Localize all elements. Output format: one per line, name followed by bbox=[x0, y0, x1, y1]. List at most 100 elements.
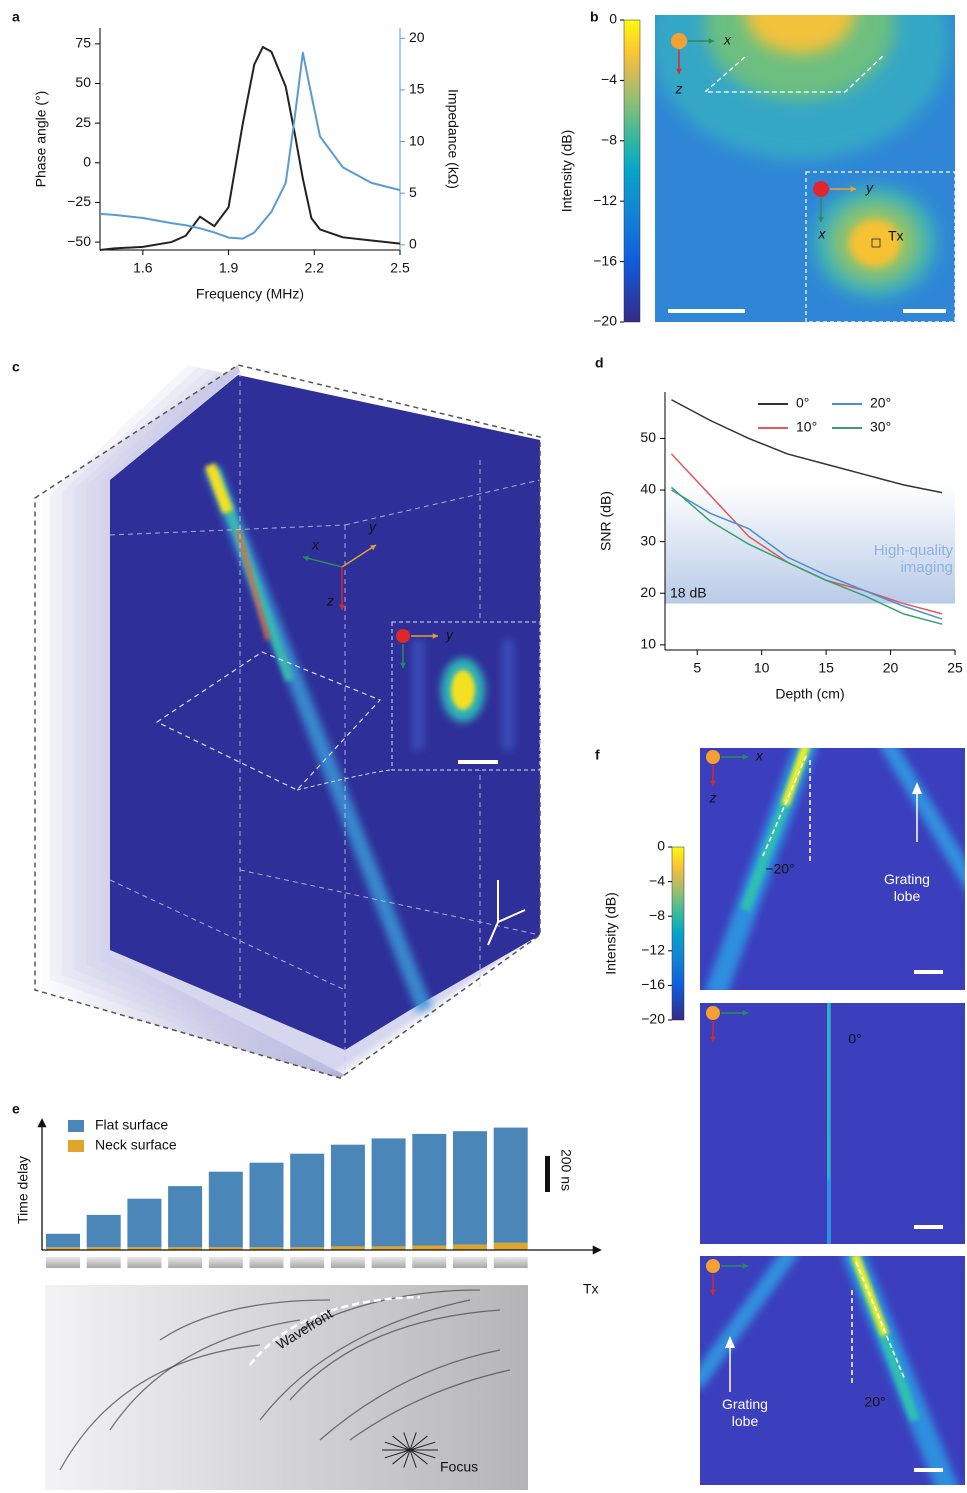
dashed-plane bbox=[155, 651, 382, 791]
panel-label: e bbox=[12, 1101, 20, 1117]
focus-ray bbox=[409, 1449, 436, 1459]
focus-ray bbox=[409, 1449, 428, 1465]
annotation: x bbox=[755, 748, 764, 764]
annotation: y bbox=[865, 180, 874, 196]
volume-body bbox=[110, 375, 540, 1050]
annotation: y bbox=[368, 519, 377, 535]
colorbar bbox=[671, 846, 685, 1021]
series-line bbox=[99, 46, 401, 251]
y2-tick-label: 15 bbox=[409, 81, 425, 97]
x-axis-label: Depth (cm) bbox=[775, 686, 844, 702]
bar-segment bbox=[371, 1138, 406, 1247]
bar-segment bbox=[168, 1247, 203, 1250]
scale-bar-label: 200 ns bbox=[558, 1149, 574, 1191]
legend-label: Flat surface bbox=[95, 1117, 168, 1133]
tx-element bbox=[86, 1257, 121, 1268]
tx-element bbox=[453, 1257, 487, 1268]
y2-tick-label: 0 bbox=[409, 236, 417, 252]
y-tick-label: 50 bbox=[640, 429, 656, 445]
wave-curve bbox=[289, 1309, 501, 1401]
annotation: Focus bbox=[440, 1459, 478, 1475]
bar-segment bbox=[208, 1171, 243, 1248]
axis-glyph-head bbox=[742, 754, 748, 760]
x-axis-label: Frequency (MHz) bbox=[196, 286, 304, 302]
colorbar-tick-label: −12 bbox=[641, 942, 665, 958]
panel-label: b bbox=[590, 9, 599, 25]
bar-segment bbox=[453, 1244, 487, 1250]
colorbar-tick-label: −8 bbox=[649, 907, 665, 923]
panel-label: d bbox=[595, 355, 604, 371]
dashed-plane bbox=[703, 54, 885, 93]
x-tick-label: 1.9 bbox=[219, 260, 239, 276]
threshold-label: 18 dB bbox=[670, 584, 707, 600]
bar-segment bbox=[249, 1247, 284, 1250]
wave-curve bbox=[259, 1299, 471, 1421]
dashed-edge bbox=[344, 479, 541, 526]
y-tick-label: 20 bbox=[640, 584, 656, 600]
annotation: z bbox=[326, 593, 334, 609]
beam bbox=[204, 463, 234, 514]
bar-segment bbox=[86, 1247, 121, 1250]
beam bbox=[700, 1256, 798, 1390]
bar-segment bbox=[46, 1247, 80, 1250]
axis-origin bbox=[706, 750, 720, 764]
tx-marker bbox=[871, 238, 881, 248]
bar-segment bbox=[249, 1162, 284, 1248]
x-tick-label: 2.5 bbox=[390, 260, 410, 276]
axis-glyph-head bbox=[339, 604, 345, 610]
bar-segment bbox=[127, 1247, 162, 1250]
axis-glyph-head bbox=[742, 1263, 748, 1269]
scale-axes bbox=[487, 921, 499, 946]
bar-segment bbox=[208, 1247, 243, 1250]
panel-label: f bbox=[595, 747, 600, 763]
heatmap-blobs bbox=[655, 15, 950, 160]
colorbar-tick-label: −16 bbox=[593, 252, 617, 268]
bar-segment bbox=[453, 1131, 487, 1245]
axis-origin bbox=[706, 1259, 720, 1273]
y-tick-label: 50 bbox=[75, 74, 91, 90]
wave-curve bbox=[109, 1319, 301, 1431]
axis-glyph-head bbox=[400, 662, 406, 668]
x-tick-label: 5 bbox=[693, 660, 701, 676]
panel-label: a bbox=[12, 9, 20, 25]
legend-label: 10° bbox=[796, 419, 817, 435]
bar-segment bbox=[290, 1153, 325, 1248]
tx-element bbox=[330, 1257, 365, 1268]
wave-curve bbox=[59, 1344, 261, 1471]
y-axis-label: Phase angle (°) bbox=[33, 91, 49, 188]
colorbar-tick-label: 0 bbox=[609, 11, 617, 27]
axis-origin bbox=[813, 181, 829, 197]
legend-swatch bbox=[68, 1120, 84, 1132]
colorbar-tick-label: −20 bbox=[593, 313, 617, 329]
annotation: x bbox=[723, 32, 732, 48]
legend-label: 0° bbox=[796, 395, 809, 411]
tx-element bbox=[412, 1257, 447, 1268]
bar-segment bbox=[86, 1214, 121, 1248]
x-tick-label: 1.6 bbox=[133, 260, 153, 276]
colorbar-tick-label: −16 bbox=[641, 976, 665, 992]
y2-tick-label: 20 bbox=[409, 29, 425, 45]
side-lobe bbox=[502, 640, 514, 750]
panel-label: c bbox=[12, 359, 20, 375]
annotation: High-quality imaging bbox=[873, 541, 953, 576]
annotation: −20° bbox=[765, 861, 794, 877]
annotation: Grating lobe bbox=[722, 1396, 768, 1429]
focus-ray bbox=[409, 1449, 417, 1468]
axis-glyph-head bbox=[850, 186, 856, 192]
series-line bbox=[99, 51, 401, 240]
side-lobe bbox=[412, 640, 424, 750]
annotation: y bbox=[445, 627, 454, 643]
beam bbox=[880, 748, 965, 889]
series-line bbox=[671, 489, 943, 620]
inset-border bbox=[805, 171, 956, 323]
inset-blobs bbox=[813, 186, 937, 298]
colorbar-tick-label: 0 bbox=[657, 838, 665, 854]
beams bbox=[700, 1256, 958, 1485]
inset-border bbox=[391, 621, 541, 771]
pointer-head bbox=[912, 782, 922, 794]
axis-glyph-head bbox=[710, 1289, 716, 1295]
annotation: x bbox=[311, 537, 320, 553]
y-tick-label: −25 bbox=[67, 193, 91, 209]
bar-segment bbox=[412, 1133, 447, 1246]
